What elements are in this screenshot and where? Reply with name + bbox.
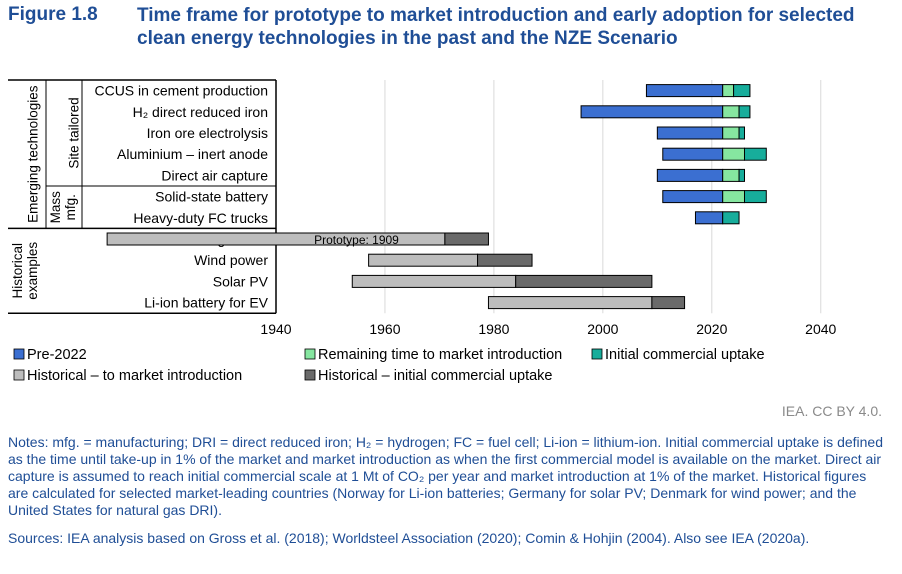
category-label: Direct air capture — [161, 167, 268, 183]
group-label-historical: Historicalexamples — [10, 242, 40, 300]
bar-segment — [738, 168, 745, 182]
bar-segment — [656, 126, 724, 140]
bar-segment — [722, 84, 735, 98]
x-tick-label: 2000 — [587, 321, 618, 337]
category-label: Aluminium – inert anode — [117, 146, 268, 162]
legend-label: Pre-2022 — [27, 347, 87, 363]
bar-segment — [477, 253, 533, 267]
bar-segment — [645, 84, 724, 98]
bar-segment — [656, 168, 724, 182]
x-tick-label: 1960 — [369, 321, 400, 337]
category-label: H₂ direct reduced iron — [133, 104, 268, 120]
credit-line: IEA. CC BY 4.0. — [781, 403, 882, 419]
chart: 1940 1960 1980 2000 2020 2040 Emerging technol… — [8, 79, 837, 384]
bar-segment — [722, 126, 740, 140]
legend-swatch — [591, 348, 603, 360]
category-label: Solar PV — [213, 273, 269, 289]
legend-swatch — [304, 369, 316, 381]
legend-label: Remaining time to market introduction — [318, 347, 562, 363]
bar-segment — [580, 105, 724, 119]
bar-segment — [444, 232, 489, 246]
bar-segment — [662, 190, 724, 204]
bar-segment — [694, 211, 724, 225]
bar-segment — [722, 147, 745, 161]
bar-segment — [351, 274, 517, 288]
category-label: Heavy-duty FC trucks — [133, 210, 268, 226]
x-tick-label: 1940 — [260, 321, 291, 337]
category-label: Solid-state battery — [155, 189, 268, 205]
x-tick-label: 2040 — [805, 321, 836, 337]
bar-segment — [487, 296, 653, 310]
category-label: Wind power — [194, 252, 268, 268]
legend-swatch — [13, 348, 25, 360]
legend-swatch — [304, 348, 316, 360]
figure-number: Figure 1.8 — [8, 4, 98, 25]
bar-segment — [743, 190, 767, 204]
category-label: Iron ore electrolysis — [147, 125, 268, 141]
bar-segment — [651, 296, 686, 310]
x-tick-label: 2020 — [696, 321, 727, 337]
category-label: Li-ion battery for EV — [144, 295, 268, 311]
bar-segment — [515, 274, 653, 288]
category-label: CCUS in cement production — [94, 83, 268, 99]
sources-text: Sources: IEA analysis based on Gross et … — [8, 530, 810, 546]
x-tick-label: 1980 — [478, 321, 509, 337]
bar-segment — [722, 190, 745, 204]
bar-segment — [733, 84, 751, 98]
bar-annotation: Prototype: 1909 — [314, 233, 399, 247]
bar-segment — [722, 211, 740, 225]
bar-segment — [368, 253, 479, 267]
figure-title: Time frame for prototype to market intro… — [137, 5, 855, 49]
subgroup-label-mass-mfg: Massmfg. — [48, 191, 78, 224]
bar-segment — [738, 105, 751, 119]
legend-swatch — [13, 369, 25, 381]
legend-label: Historical – to market introduction — [27, 368, 242, 384]
legend-label: Initial commercial uptake — [605, 347, 765, 363]
group-label-emerging: Emerging technologies — [26, 85, 41, 223]
bar-segment — [743, 147, 767, 161]
bar-segment — [722, 105, 740, 119]
subgroup-label-site-tailored: Site tailored — [67, 97, 82, 168]
bar-segment — [722, 168, 740, 182]
notes-text: Notes: mfg. = manufacturing; DRI = direc… — [8, 434, 884, 518]
bar-segment — [662, 147, 724, 161]
legend-label: Historical – initial commercial uptake — [318, 368, 553, 384]
bar-segment — [738, 126, 745, 140]
